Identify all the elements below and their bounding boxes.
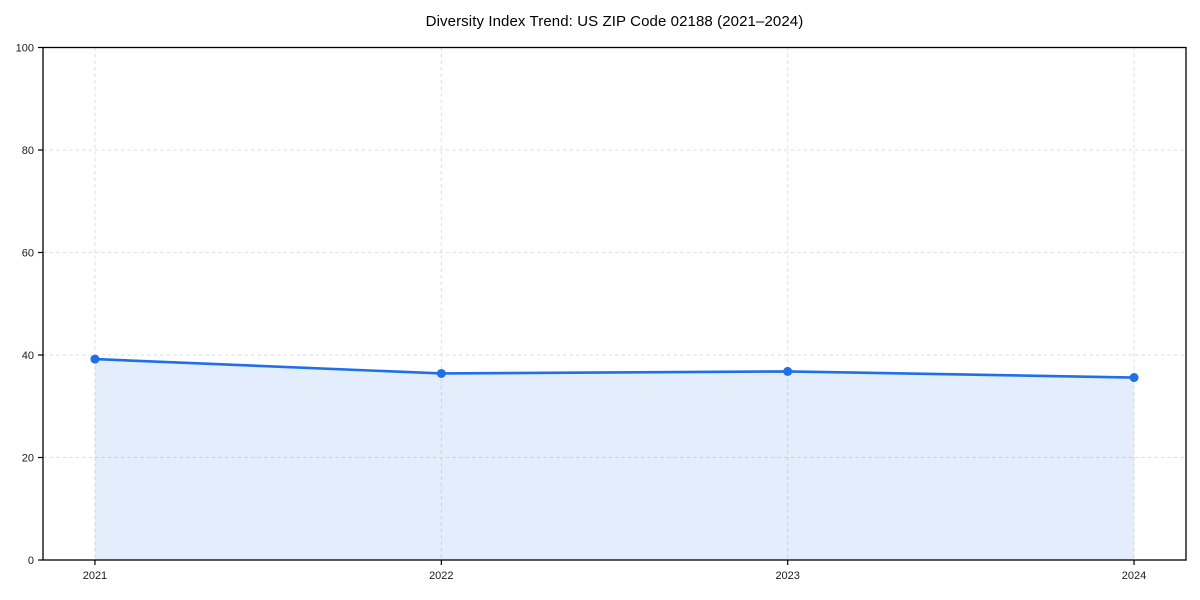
data-point-2021 [90, 354, 100, 364]
data-point-2023 [783, 366, 793, 376]
chart-title: Diversity Index Trend: US ZIP Code 02188… [425, 13, 804, 30]
data-point-2024 [1129, 373, 1139, 383]
y-tick-label: 20 [22, 453, 34, 465]
x-tick-label: 2024 [1122, 570, 1146, 582]
y-tick-label: 100 [16, 43, 34, 55]
y-tick-label: 0 [28, 555, 34, 567]
x-axis-ticks: 2021 2022 2023 2024 [83, 560, 1146, 582]
x-tick-label: 2022 [429, 570, 453, 582]
axes-spines [42, 46, 1187, 561]
y-tick-label: 60 [22, 248, 34, 260]
x-tick-label: 2021 [83, 570, 107, 582]
trend-line [93, 357, 1136, 379]
data-point-2022 [436, 368, 446, 378]
y-tick-label: 40 [22, 350, 34, 362]
area-fill [94, 359, 1135, 560]
x-tick-label: 2023 [775, 570, 799, 582]
data-point-markers [90, 354, 1139, 383]
y-axis-ticks: 0 20 40 60 80 100 [16, 43, 43, 567]
y-tick-label: 80 [22, 145, 34, 157]
